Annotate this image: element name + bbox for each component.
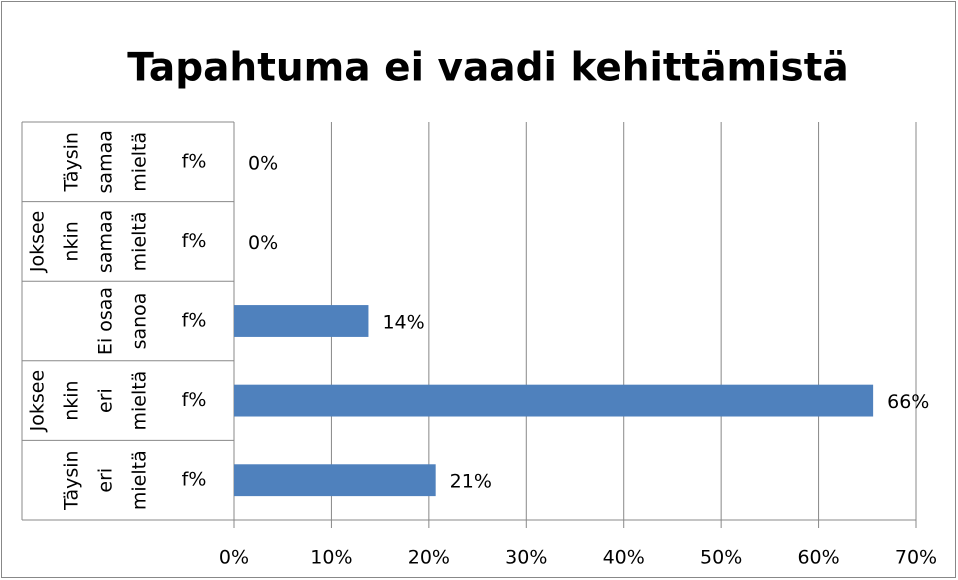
group-label: nkin <box>61 380 83 420</box>
bar <box>234 464 436 497</box>
group-label: mieltä <box>129 371 151 431</box>
group-label: mieltä <box>129 132 151 192</box>
x-tick-label: 0% <box>219 547 249 569</box>
category-label: f% <box>182 389 207 411</box>
group-label: nkin <box>61 221 83 261</box>
group-label: eri <box>95 388 117 413</box>
value-label: 0% <box>248 152 278 174</box>
group-label: eri <box>95 468 117 493</box>
group-label: Joksee <box>27 211 49 274</box>
group-label: mieltä <box>129 211 151 271</box>
bar <box>234 305 369 337</box>
category-label: f% <box>182 310 207 332</box>
group-label: samaa <box>95 210 117 273</box>
bar <box>234 384 874 417</box>
group-label: Täysin <box>61 132 83 193</box>
group-label: mieltä <box>129 450 151 510</box>
x-tick-label: 40% <box>603 547 645 569</box>
group-label: Täysin <box>61 450 83 511</box>
x-tick-label: 20% <box>408 547 450 569</box>
group-label: samaa <box>95 130 117 193</box>
value-label: 21% <box>450 471 492 493</box>
group-label: Joksee <box>27 370 49 433</box>
value-label: 66% <box>887 391 929 413</box>
x-tick-label: 60% <box>797 547 839 569</box>
value-label: 0% <box>248 232 278 254</box>
value-label: 14% <box>382 312 424 334</box>
category-label: f% <box>182 469 207 491</box>
group-label: sanoa <box>129 293 151 350</box>
chart-title: Tapahtuma ei vaadi kehittämistä <box>127 46 848 91</box>
category-label: f% <box>182 150 207 172</box>
x-tick-label: 10% <box>310 547 352 569</box>
category-label: f% <box>182 230 207 252</box>
x-tick-label: 70% <box>895 547 937 569</box>
group-label: Ei osaa <box>95 287 117 355</box>
x-tick-label: 30% <box>505 547 547 569</box>
x-tick-label: 50% <box>700 547 742 569</box>
